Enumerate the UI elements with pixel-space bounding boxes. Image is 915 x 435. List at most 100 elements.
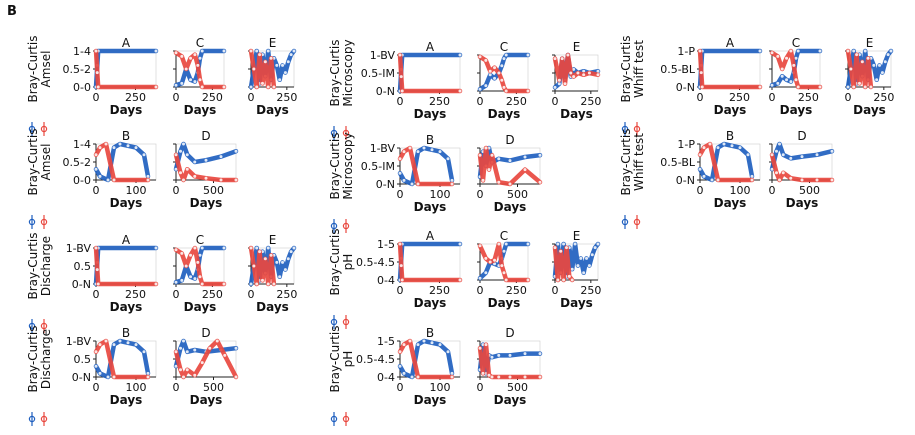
data-point-red	[450, 375, 454, 379]
data-point-blue	[286, 257, 290, 261]
legend-marker-red	[40, 322, 48, 330]
data-point-red	[94, 49, 98, 53]
data-point-blue	[775, 149, 778, 153]
data-point-red	[770, 153, 774, 157]
x-tick-label: 0	[397, 381, 404, 394]
data-point-blue	[416, 343, 420, 347]
data-point-blue	[593, 246, 597, 250]
data-point-blue	[180, 81, 184, 85]
data-point-red	[272, 85, 276, 89]
series-line-blue	[397, 241, 463, 283]
data-point-red	[794, 78, 798, 82]
data-point-red	[249, 49, 253, 53]
data-point-blue	[289, 53, 293, 57]
data-point-blue	[780, 74, 784, 78]
data-point-red	[785, 56, 789, 60]
y-tick-label: 0.5-4.5	[356, 353, 395, 366]
subplot-title: E	[573, 229, 581, 243]
x-tick-label: 250	[873, 91, 894, 104]
data-point-red	[94, 350, 98, 354]
data-point-blue	[446, 157, 450, 161]
data-point-red	[180, 54, 184, 58]
data-point-red	[95, 268, 99, 272]
data-point-blue	[572, 67, 576, 71]
series-line-red	[477, 342, 543, 380]
data-point-red	[484, 146, 488, 150]
data-point-red	[487, 373, 491, 377]
data-point-red	[490, 375, 494, 379]
data-point-red	[500, 264, 504, 268]
y-tick-label: 0.5	[74, 260, 92, 273]
data-point-blue	[146, 174, 150, 178]
data-point-blue	[146, 371, 150, 375]
x-axis-title: Days	[256, 300, 289, 314]
data-point-red	[450, 182, 454, 186]
x-tick-label: 100	[430, 381, 451, 394]
subplot-title: B	[426, 326, 434, 340]
data-point-red	[189, 253, 193, 257]
y-axis-title: Bray-CurtispH	[328, 326, 355, 393]
data-point-blue	[523, 155, 527, 159]
data-point-blue	[458, 53, 462, 57]
data-point-blue	[438, 343, 442, 347]
x-tick-label: 0	[477, 381, 484, 394]
series-line-blue	[697, 141, 755, 183]
data-point-blue	[446, 350, 450, 354]
y-axis-title-line: Discharge	[39, 236, 53, 296]
data-point-blue	[815, 153, 819, 157]
data-point-blue	[875, 78, 879, 82]
x-tick-label: 100	[126, 381, 147, 394]
x-tick-label: 250	[276, 288, 297, 301]
data-point-blue	[278, 275, 282, 279]
plot-frame	[699, 50, 761, 88]
data-point-blue	[234, 149, 238, 153]
data-point-red	[484, 256, 488, 260]
data-point-blue	[193, 160, 197, 164]
y-axis-title-line: Bray-Curtis	[26, 36, 40, 103]
data-point-red	[576, 71, 580, 75]
data-point-blue	[789, 80, 793, 84]
data-point-blue	[179, 149, 182, 153]
data-point-blue	[526, 242, 530, 246]
series-line-blue	[697, 48, 763, 90]
data-point-red	[538, 180, 542, 184]
data-point-blue	[106, 375, 110, 379]
data-point-blue	[112, 343, 116, 347]
y-axis-title-line: pH	[341, 351, 355, 368]
x-tick-label: 0	[769, 184, 776, 197]
y-tick-label: 0-4	[377, 371, 395, 384]
data-point-blue	[852, 49, 856, 53]
data-point-blue	[255, 246, 259, 250]
series-line-blue	[397, 145, 455, 187]
data-point-blue	[585, 256, 589, 260]
y-axis-title-line: Microscopy	[341, 132, 355, 199]
legend-marker-blue	[28, 218, 36, 226]
data-point-blue	[106, 178, 110, 182]
y-axis-title-line: Bray-Curtis	[328, 229, 342, 296]
y-axis-title-line: Microscopy	[341, 39, 355, 106]
data-point-red	[563, 82, 567, 86]
data-point-red	[780, 67, 784, 71]
data-point-red	[154, 85, 158, 89]
data-point-blue	[582, 271, 586, 275]
plot-frame	[95, 247, 157, 285]
x-tick-label: 500	[203, 184, 224, 197]
data-point-blue	[154, 49, 158, 53]
data-point-red	[478, 346, 482, 350]
data-point-red	[508, 182, 512, 186]
y-tick-label: 1-P	[677, 45, 695, 58]
legend-marker-blue	[28, 415, 36, 423]
y-tick-label: 1-BV	[66, 242, 92, 255]
data-point-red	[587, 71, 591, 75]
data-point-red	[400, 278, 404, 282]
data-point-red	[846, 49, 850, 53]
series-line-red	[173, 338, 239, 380]
data-point-red	[572, 75, 576, 79]
series-line-red	[397, 241, 463, 283]
x-tick-label: 500	[799, 184, 820, 197]
